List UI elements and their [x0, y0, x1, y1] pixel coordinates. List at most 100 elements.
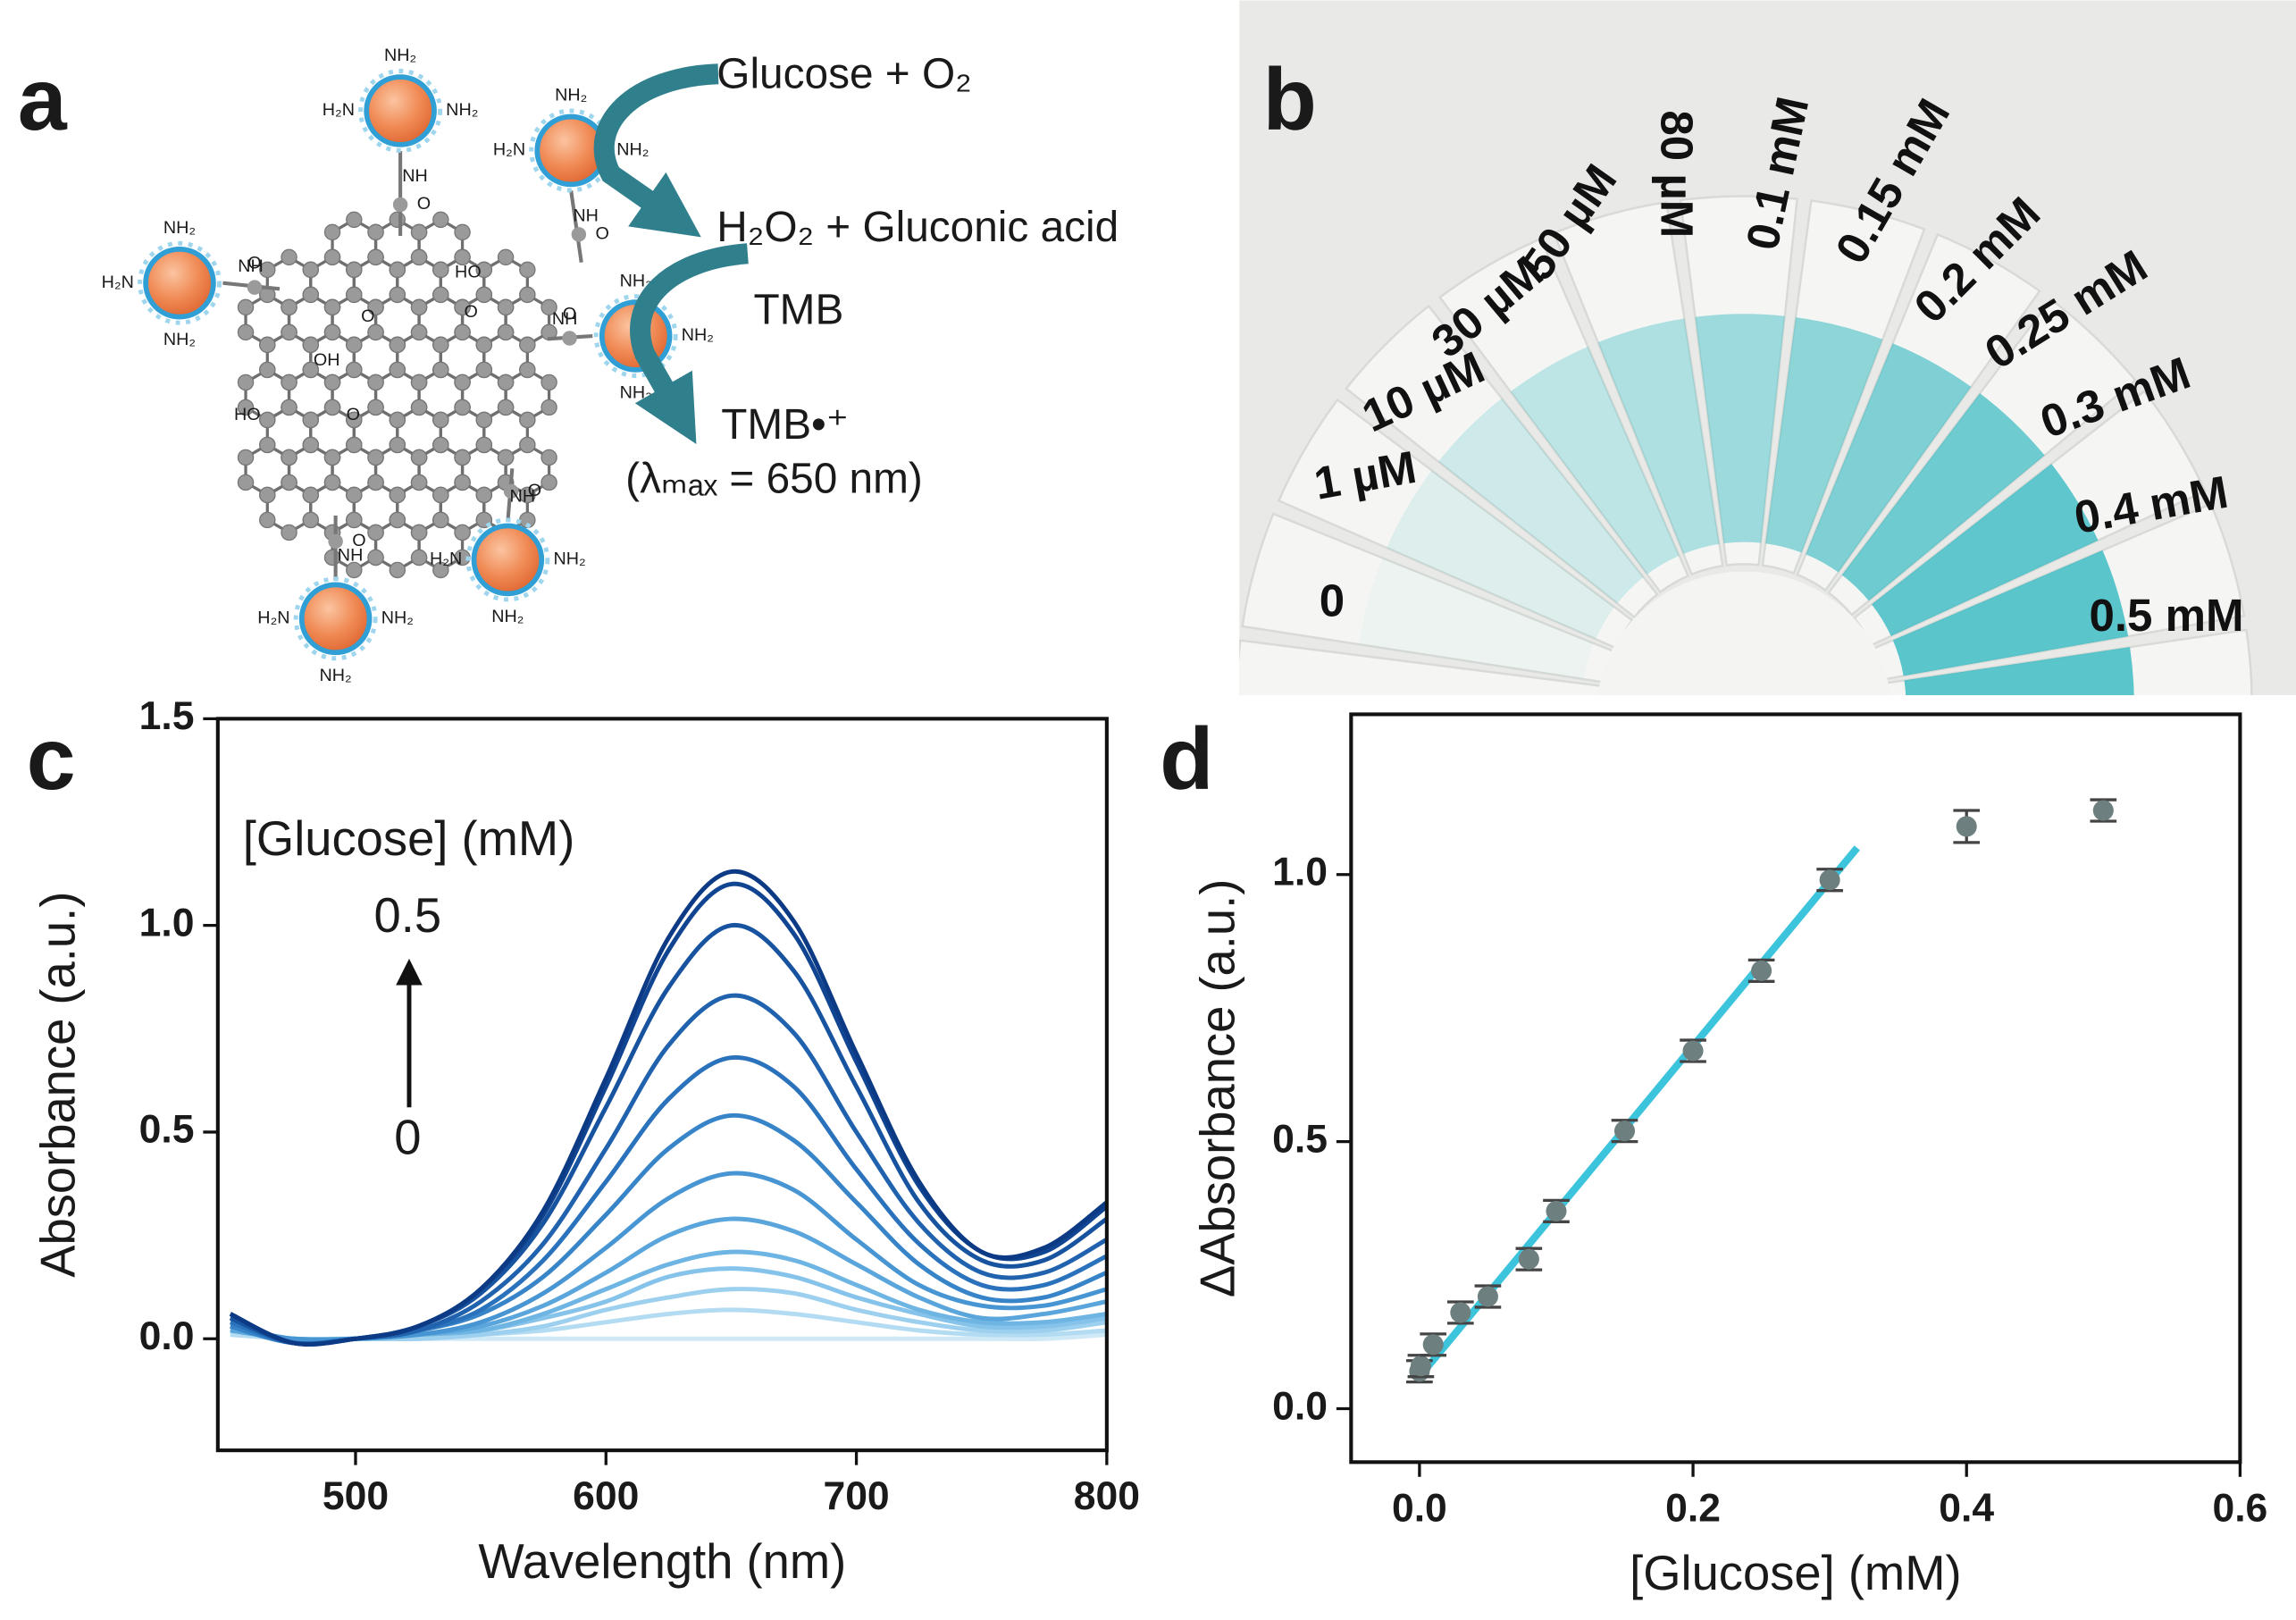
amide-label: NH [238, 256, 264, 276]
carbon-atom [497, 323, 515, 341]
carbon-atom [323, 399, 341, 416]
panel-label: d [1160, 709, 1213, 808]
tube-solution [1765, 317, 1883, 553]
nanoparticle-shell [293, 576, 378, 661]
chart: d 0.0 0.2 0.4 0.6 0.0 0.5 1.0 [Glucose] (mM) ΔAbs… [1160, 709, 2267, 1600]
carbon-atom [367, 374, 384, 391]
data-point [1450, 1302, 1471, 1323]
carbon-atom [475, 261, 493, 279]
y-tick-label: 0.0 [1272, 1384, 1328, 1428]
carbon-atom [432, 561, 449, 579]
data-point [1613, 1121, 1636, 1142]
carbon-atom [346, 511, 363, 529]
linker [569, 190, 583, 263]
annotation: 0.5 [374, 888, 442, 943]
tubes [1239, 195, 2253, 695]
amine-label: NH₂ [163, 330, 196, 349]
carbon-atom [281, 374, 297, 391]
carbon-atom [497, 399, 515, 416]
fan-center [1597, 571, 1890, 695]
carbon-atom [475, 436, 493, 454]
carbon-atom [367, 248, 384, 266]
functional-group: HO [455, 262, 482, 281]
carbon-atom [302, 286, 320, 304]
spectrum-line [230, 1112, 1107, 1346]
y-axis-title: Absorbance (a.u.) [31, 892, 86, 1278]
carbon-atom [475, 361, 493, 379]
amide-label: NH [510, 487, 536, 507]
charts: c 500 600 700 800 0.0 0.5 1.0 1.5 Wavelength (nm)… [27, 694, 2268, 1600]
tube-solution [1387, 470, 1615, 640]
carbon-atom [432, 436, 449, 454]
carbon-atom [432, 511, 449, 529]
amine-label: NH₂ [555, 86, 587, 105]
carbon-atom [259, 336, 276, 354]
carbon-atom [410, 223, 428, 241]
x-tick-label: 0.4 [1939, 1486, 1994, 1530]
carbon-atom [346, 286, 363, 304]
carbon-atom [410, 248, 428, 266]
nanoparticle-shell [138, 240, 222, 325]
y-tick-label: 0.0 [139, 1314, 195, 1358]
carbon-atom [323, 374, 341, 391]
carbon-atom [410, 323, 428, 341]
carbon-atom [519, 436, 536, 454]
carbon-atom [497, 248, 515, 266]
carbon-atom [454, 223, 471, 241]
carbon-atom [323, 474, 341, 491]
carbon-atom [302, 361, 320, 379]
y-tick-label: 1.5 [139, 694, 195, 738]
nanoparticle [298, 582, 373, 656]
carbon-atom [432, 486, 449, 504]
carbon-atom [454, 524, 471, 541]
x-axis-title: Wavelength (nm) [478, 1534, 846, 1589]
x-tick-label: 600 [573, 1474, 639, 1518]
panel-label: c [27, 709, 76, 808]
carbon-atom [389, 436, 406, 454]
carbon-atom [410, 474, 428, 491]
y-tick-label: 0.5 [139, 1108, 195, 1152]
carbon-atom [519, 411, 536, 429]
amine-label: H₂N [102, 273, 134, 292]
tube [1679, 195, 1798, 567]
data-point [1410, 1356, 1431, 1377]
concentration-label: 80 µM [1652, 110, 1703, 238]
carbon-atom [389, 286, 406, 304]
carbon-atom [540, 374, 557, 391]
chart: c 500 600 700 800 0.0 0.5 1.0 1.5 Wavelength (nm)… [27, 694, 1140, 1589]
carbon-atom [367, 323, 384, 341]
functional-group: OH [314, 350, 340, 370]
carbon-atom [454, 374, 471, 391]
amine-label: NH₂ [553, 550, 585, 569]
carbon-atom [237, 374, 255, 391]
carbon-atom [281, 524, 297, 541]
concentration-label: 0 [1320, 575, 1345, 625]
amide-label: NH [338, 545, 364, 565]
tube-solution [1872, 464, 2099, 636]
amine-label: NH₂ [620, 382, 652, 402]
carbon-atom [328, 533, 343, 550]
carbon-atom [410, 524, 428, 541]
data-point [1477, 1286, 1498, 1307]
carbon-atom [237, 474, 255, 491]
carbon-atom [281, 323, 297, 341]
concentration-label: 0.5 mM [2089, 590, 2243, 641]
carbon-atom [302, 336, 320, 354]
functional-group: O [347, 405, 360, 424]
carbon-atom [519, 336, 536, 354]
y-tick-label: 1.0 [1272, 851, 1328, 894]
reaction-text: TMB•⁺ [721, 401, 849, 449]
carbon-atom [519, 486, 536, 504]
carbon-atom [346, 211, 363, 229]
carbon-atom [540, 449, 557, 466]
carbon-atom [323, 298, 341, 316]
amine-label: H₂N [257, 609, 289, 628]
reaction-text: (λₘₐₓ = 650 nm) [625, 456, 923, 503]
panel-label: a [18, 50, 68, 148]
carbon-atom [237, 323, 255, 341]
functional-group: HO [234, 405, 261, 424]
carbon-atom [302, 511, 320, 529]
carbon-atom [410, 298, 428, 316]
